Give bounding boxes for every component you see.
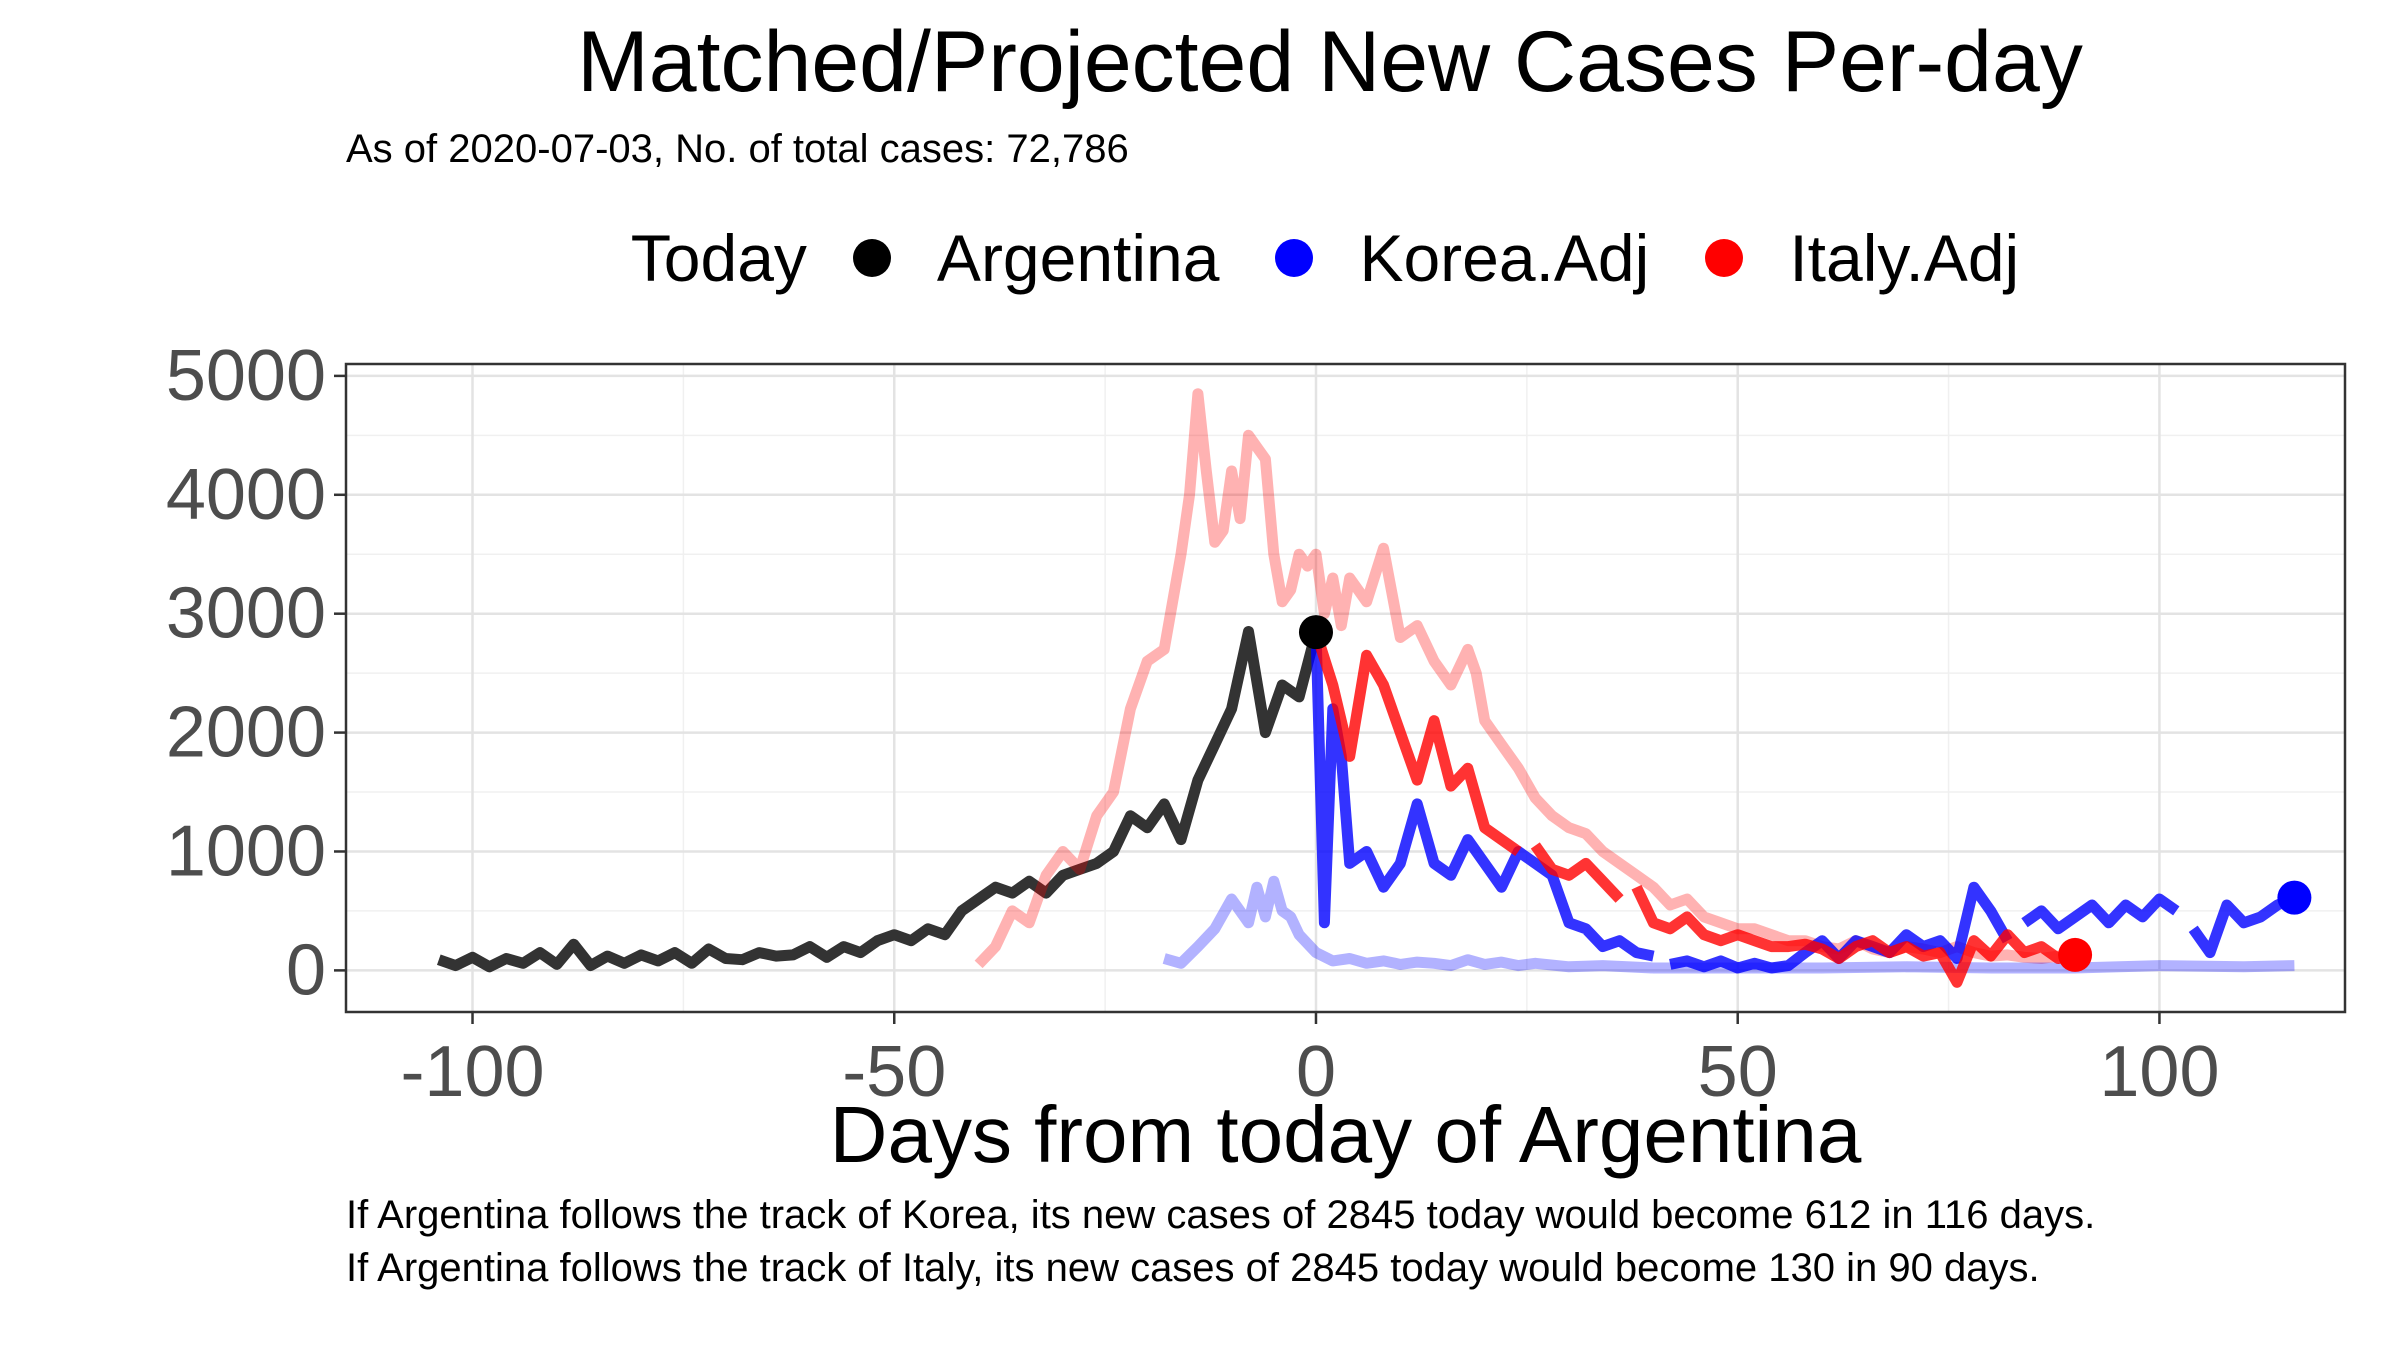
legend-label-korea-adj: Korea.Adj [1359, 221, 1650, 295]
legend-key-argentina [852, 239, 891, 277]
series-line-korea-adj [1310, 631, 2297, 974]
x-tick-label: 100 [2099, 1032, 2219, 1112]
panel-border [344, 362, 2347, 1014]
y-tick-label: 5000 [166, 336, 326, 416]
series-line-italy-adj [1310, 630, 2077, 988]
legend-title: Today [630, 221, 807, 295]
y-tick-label: 1000 [166, 811, 326, 891]
y-tick-label: 3000 [166, 574, 326, 654]
x-axis-title: Days from today of Argentina [830, 1090, 1862, 1179]
today-markers [1298, 615, 2312, 972]
caption-italy: If Argentina follows the track of Italy,… [346, 1246, 2040, 1290]
legend-key-korea-adj [1275, 239, 1314, 277]
y-tick-label: 4000 [166, 455, 326, 535]
chart-title: Matched/Projected New Cases Per-day [577, 14, 2083, 110]
x-tick-label: 50 [1698, 1032, 1778, 1112]
legend-label-italy-adj: Italy.Adj [1789, 221, 2020, 295]
today-marker-argentina [1298, 615, 1333, 650]
today-marker-italy-adj [2058, 937, 2093, 972]
x-tick-label: -100 [400, 1032, 544, 1112]
series-line-korea-matched [1162, 875, 2295, 974]
caption-korea: If Argentina follows the track of Korea,… [346, 1193, 2096, 1237]
x-tick-label: -50 [842, 1032, 946, 1112]
chart-canvas: 0 1000 2000 3000 4000 5000 -100 -50 0 50 100 Days … [166, 336, 2347, 1179]
legend: Today Argentina Korea.Adj Italy.Adj [0, 218, 2400, 298]
plot-series [436, 388, 2297, 988]
x-tick-label: 0 [1296, 1032, 1336, 1112]
series-line-argentina [436, 626, 1322, 973]
chart-subtitle: As of 2020-07-03, No. of total cases: 72… [346, 127, 1129, 171]
axis-ticks: 0 1000 2000 3000 4000 5000 -100 -50 0 50 100 [166, 336, 2220, 1112]
y-tick-label: 0 [286, 930, 326, 1010]
y-tick-label: 2000 [166, 693, 326, 773]
today-marker-korea-adj [2277, 880, 2312, 915]
legend-key-italy-adj [1705, 239, 1744, 277]
legend-label-argentina: Argentina [936, 221, 1220, 295]
